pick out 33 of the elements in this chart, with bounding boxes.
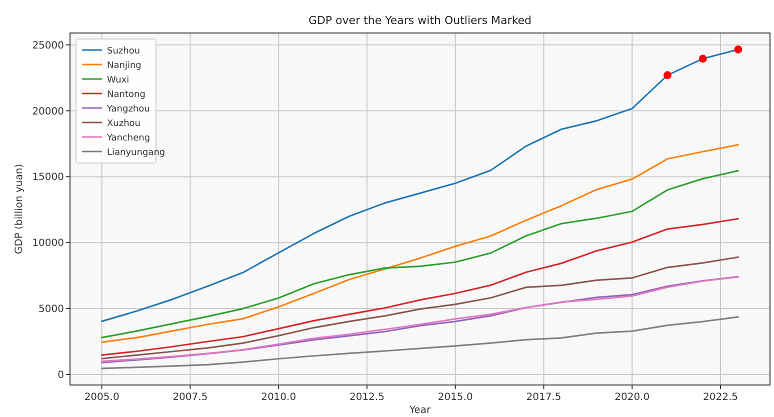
x-tick-label: 2007.5 xyxy=(172,392,208,403)
line-series xyxy=(101,144,739,343)
legend-label: Yangzhou xyxy=(106,104,150,114)
x-tick-label: 2012.5 xyxy=(349,392,384,403)
x-tick-label: 2015.0 xyxy=(438,392,473,403)
x-axis-title: Year xyxy=(408,405,432,416)
legend-label: Yancheng xyxy=(106,134,150,144)
y-tick-label: 5000 xyxy=(38,304,64,316)
legend-label: Nantong xyxy=(107,90,146,100)
legend-label: Suzhou xyxy=(107,46,140,56)
line-series xyxy=(101,256,739,360)
y-tick-label: 20000 xyxy=(32,106,64,118)
y-axis-title: GDP (billion yuan) xyxy=(14,164,25,254)
legend-label: Wuxi xyxy=(107,76,130,86)
y-tick-label: 15000 xyxy=(32,172,64,184)
line-series xyxy=(101,170,739,338)
line-series xyxy=(101,218,739,356)
point xyxy=(663,71,672,80)
x-tick-label: 2017.5 xyxy=(526,392,562,403)
legend-label: Xuzhou xyxy=(107,119,141,129)
y-tick-label: 10000 xyxy=(32,238,64,250)
point xyxy=(698,54,707,63)
y-tick-label: 25000 xyxy=(32,40,64,52)
x-tick-label: 2005.0 xyxy=(84,392,120,403)
x-tick-label: 2022.5 xyxy=(703,392,738,403)
point xyxy=(734,45,742,54)
line-series xyxy=(101,316,739,370)
legend-label: Nanjing xyxy=(107,61,142,71)
legend-label: Lianyungang xyxy=(107,148,166,158)
chart-title: GDP over the Years with Outliers Marked xyxy=(308,14,532,27)
y-tick-label: 0 xyxy=(58,370,64,381)
x-tick-label: 2020.0 xyxy=(614,392,650,403)
x-tick-label: 2010.0 xyxy=(261,392,296,403)
